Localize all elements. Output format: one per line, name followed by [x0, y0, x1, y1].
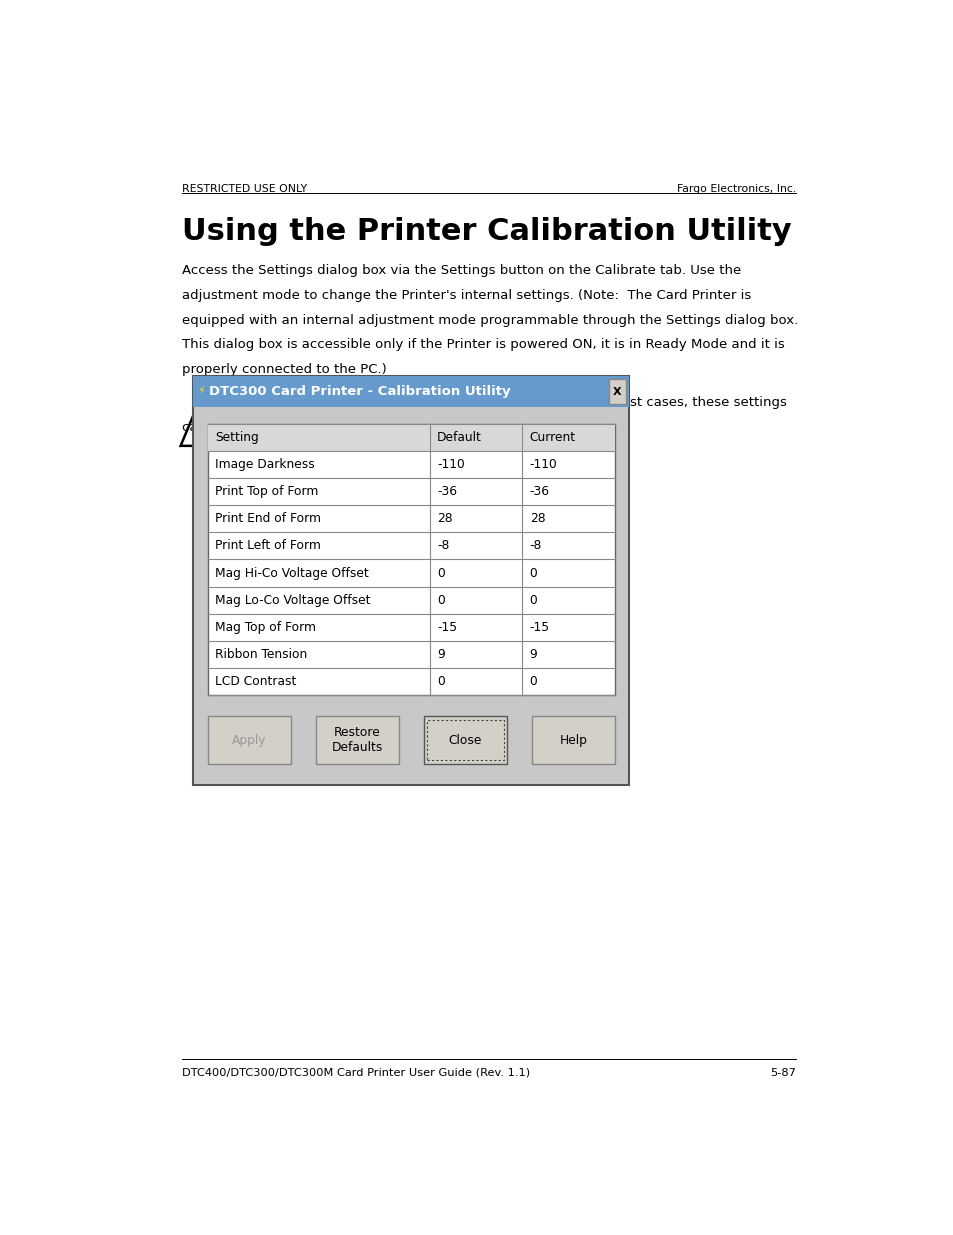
Text: Access the Settings dialog box via the Settings button on the Calibrate tab. Use: Access the Settings dialog box via the S… [182, 264, 740, 277]
Text: 9: 9 [529, 648, 537, 661]
Text: Print Left of Form: Print Left of Form [215, 540, 321, 552]
Text: Fargo Electronics, Inc.: Fargo Electronics, Inc. [676, 184, 795, 194]
Text: LCD Contrast: LCD Contrast [215, 676, 296, 688]
Text: Close: Close [448, 734, 481, 747]
Text: Mag Lo-Co Voltage Offset: Mag Lo-Co Voltage Offset [215, 594, 371, 606]
Text: Apply: Apply [232, 734, 266, 747]
Text: Print Top of Form: Print Top of Form [215, 485, 318, 498]
Text: Print End of Form: Print End of Form [215, 513, 321, 525]
Text: -8: -8 [436, 540, 449, 552]
Text: X: X [613, 387, 621, 396]
Text: adjustment mode to change the Printer's internal settings. (Note:  The Card Prin: adjustment mode to change the Printer's … [182, 289, 751, 301]
Text: -15: -15 [436, 621, 456, 634]
Text: 0: 0 [436, 676, 444, 688]
Text: Mag Hi-Co Voltage Offset: Mag Hi-Co Voltage Offset [215, 567, 369, 579]
FancyBboxPatch shape [193, 377, 629, 406]
Text: 9: 9 [436, 648, 444, 661]
Text: Default: Default [436, 431, 481, 445]
FancyBboxPatch shape [531, 716, 614, 764]
Text: Mag Top of Form: Mag Top of Form [215, 621, 316, 634]
Text: Using the Printer Calibration Utility: Using the Printer Calibration Utility [182, 216, 791, 246]
FancyBboxPatch shape [315, 716, 398, 764]
Text: DTC400/DTC300/DTC300M Card Printer User Guide (Rev. 1.1): DTC400/DTC300/DTC300M Card Printer User … [182, 1068, 530, 1078]
Text: can be used without changing them.: can be used without changing them. [182, 421, 427, 435]
Text: Setting: Setting [215, 431, 259, 445]
Text: -15: -15 [529, 621, 549, 634]
Text: Restore
Defaults: Restore Defaults [332, 726, 382, 755]
Text: -110: -110 [529, 458, 557, 471]
Text: Help: Help [558, 734, 586, 747]
FancyBboxPatch shape [423, 716, 506, 764]
Text: -8: -8 [529, 540, 541, 552]
Text: Caution!  These settings are optimized at the factory. In most cases, these sett: Caution! These settings are optimized at… [233, 396, 786, 409]
Text: 28: 28 [436, 513, 452, 525]
Text: -36: -36 [529, 485, 549, 498]
FancyBboxPatch shape [208, 424, 614, 451]
FancyBboxPatch shape [208, 716, 291, 764]
Text: 0: 0 [436, 594, 444, 606]
Text: -110: -110 [436, 458, 464, 471]
Text: 0: 0 [529, 676, 537, 688]
Text: properly connected to the PC.): properly connected to the PC.) [182, 363, 386, 377]
Text: This dialog box is accessible only if the Printer is powered ON, it is in Ready : This dialog box is accessible only if th… [182, 338, 784, 352]
FancyBboxPatch shape [208, 424, 614, 695]
Text: -36: -36 [436, 485, 456, 498]
Text: ⚡: ⚡ [196, 387, 204, 396]
FancyBboxPatch shape [609, 379, 625, 404]
Text: 0: 0 [436, 567, 444, 579]
Text: 28: 28 [529, 513, 545, 525]
Text: Ribbon Tension: Ribbon Tension [215, 648, 307, 661]
Text: DTC300 Card Printer - Calibration Utility: DTC300 Card Printer - Calibration Utilit… [210, 385, 511, 398]
FancyBboxPatch shape [193, 377, 629, 785]
Text: Current: Current [529, 431, 576, 445]
Text: 5-87: 5-87 [769, 1068, 795, 1078]
Text: RESTRICTED USE ONLY: RESTRICTED USE ONLY [182, 184, 307, 194]
Text: equipped with an internal adjustment mode programmable through the Settings dial: equipped with an internal adjustment mod… [182, 314, 798, 327]
Text: 0: 0 [529, 594, 537, 606]
Text: 0: 0 [529, 567, 537, 579]
Text: Image Darkness: Image Darkness [215, 458, 314, 471]
